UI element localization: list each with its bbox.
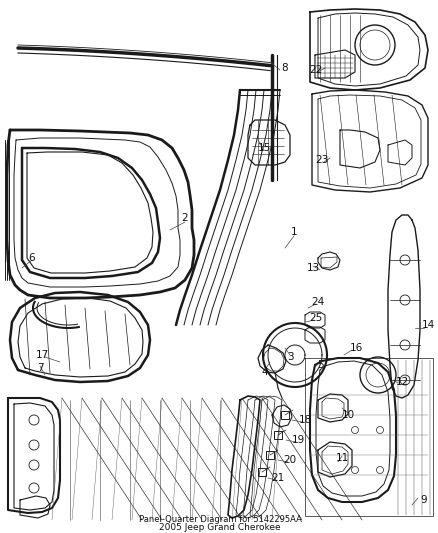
Text: 18: 18 xyxy=(298,415,311,425)
Text: 22: 22 xyxy=(309,65,323,75)
Text: 13: 13 xyxy=(306,263,320,273)
Text: 12: 12 xyxy=(396,377,409,387)
Text: 24: 24 xyxy=(311,297,325,307)
Text: 11: 11 xyxy=(336,453,349,463)
Text: 19: 19 xyxy=(291,435,304,445)
Bar xyxy=(281,411,289,419)
Text: 1: 1 xyxy=(291,227,297,237)
Text: 14: 14 xyxy=(421,320,434,330)
Text: 23: 23 xyxy=(315,155,328,165)
Text: 6: 6 xyxy=(28,253,35,263)
Text: 10: 10 xyxy=(342,410,355,420)
Bar xyxy=(274,431,282,439)
Text: 9: 9 xyxy=(420,495,427,505)
Text: 21: 21 xyxy=(272,473,285,483)
Text: 5: 5 xyxy=(317,360,323,370)
Bar xyxy=(266,451,274,459)
Text: 2005 Jeep Grand Cherokee: 2005 Jeep Grand Cherokee xyxy=(159,522,281,531)
Text: 2: 2 xyxy=(182,213,188,223)
Text: 25: 25 xyxy=(309,313,323,323)
Text: Panel-Quarter Diagram for 5142295AA: Panel-Quarter Diagram for 5142295AA xyxy=(138,514,301,523)
Text: 8: 8 xyxy=(282,63,288,73)
Text: 16: 16 xyxy=(350,343,363,353)
Text: 3: 3 xyxy=(287,352,293,362)
Text: 7: 7 xyxy=(37,363,43,373)
Text: 20: 20 xyxy=(283,455,297,465)
Text: 17: 17 xyxy=(35,350,49,360)
Bar xyxy=(258,468,266,476)
Text: 4: 4 xyxy=(261,367,268,377)
Text: 15: 15 xyxy=(258,143,271,153)
